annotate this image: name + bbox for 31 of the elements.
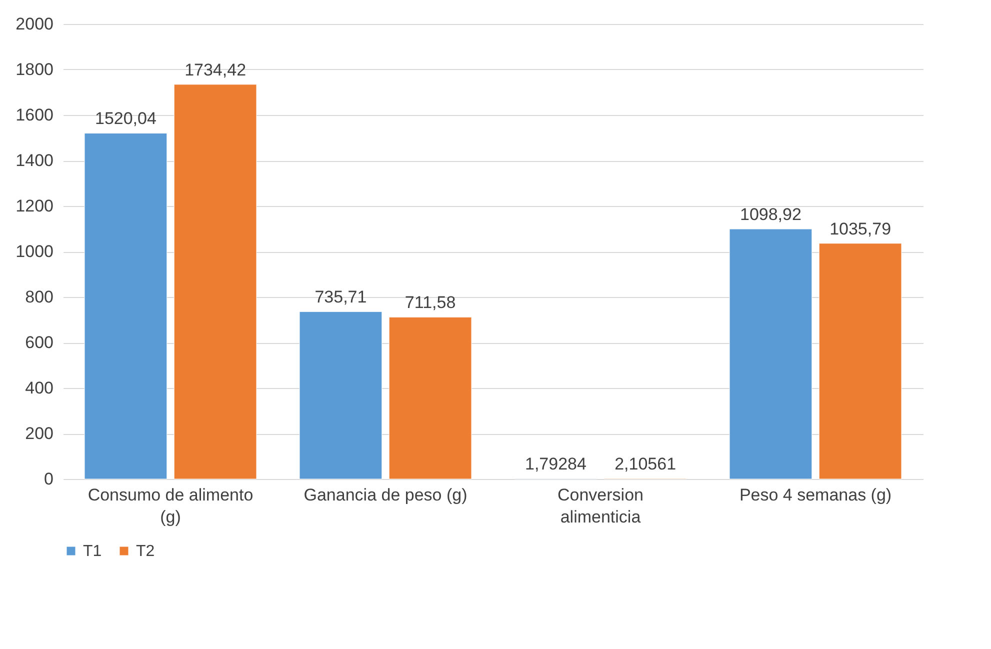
data-label: 711,58 bbox=[404, 293, 456, 312]
y-tick-label: 2000 bbox=[16, 14, 54, 34]
y-tick-label: 1600 bbox=[16, 106, 54, 124]
data-label: 1,79284 bbox=[524, 454, 586, 474]
data-label: 1734,42 bbox=[184, 60, 246, 80]
y-tick-label: 0 bbox=[44, 470, 54, 488]
bar bbox=[729, 228, 812, 480]
bar bbox=[818, 243, 902, 480]
data-label: 1098,92 bbox=[740, 204, 802, 224]
legend-label: T1 bbox=[83, 543, 102, 560]
y-tick-label: 1800 bbox=[16, 60, 54, 79]
data-label: 2,10561 bbox=[614, 454, 676, 474]
bar bbox=[84, 132, 168, 480]
data-label: 1520,04 bbox=[94, 109, 156, 128]
data-label: 1035,79 bbox=[830, 219, 892, 238]
x-tick-label: Conversion alimenticia bbox=[558, 486, 644, 526]
bar bbox=[299, 311, 382, 480]
y-tick-label: 800 bbox=[25, 288, 54, 306]
bar bbox=[388, 316, 472, 480]
y-tick-label: 1000 bbox=[16, 242, 54, 261]
bar bbox=[174, 84, 257, 480]
y-tick-label: 400 bbox=[25, 378, 54, 398]
data-label: 735,71 bbox=[314, 288, 367, 307]
legend-label: T2 bbox=[136, 543, 155, 560]
x-tick-label: Consumo de alimento (g) bbox=[88, 486, 254, 526]
y-tick-label: 1400 bbox=[16, 151, 54, 170]
y-tick-label: 1200 bbox=[16, 196, 54, 216]
y-tick-label: 200 bbox=[25, 424, 54, 443]
x-tick-label: Ganancia de peso (g) bbox=[304, 486, 468, 504]
x-tick-label: Peso 4 semanas (g) bbox=[739, 486, 892, 504]
y-tick-label: 600 bbox=[25, 333, 54, 352]
